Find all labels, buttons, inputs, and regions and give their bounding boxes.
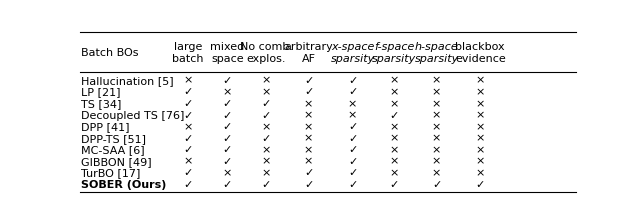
Text: ✓: ✓ — [304, 76, 314, 86]
Text: ×: × — [476, 99, 485, 109]
Text: ✓: ✓ — [390, 180, 399, 190]
Text: ✓: ✓ — [223, 157, 232, 167]
Text: ×: × — [476, 145, 485, 155]
Text: ×: × — [348, 99, 357, 109]
Text: ✓: ✓ — [304, 168, 314, 178]
Text: DPP-TS [51]: DPP-TS [51] — [81, 134, 146, 144]
Text: ×: × — [432, 99, 442, 109]
Text: ✓: ✓ — [262, 110, 271, 120]
Text: ✓: ✓ — [390, 110, 399, 120]
Text: ✓: ✓ — [223, 99, 232, 109]
Text: TurBO [17]: TurBO [17] — [81, 168, 140, 178]
Text: SOBER (Ours): SOBER (Ours) — [81, 180, 166, 190]
Text: ×: × — [184, 76, 193, 86]
Text: ×: × — [390, 99, 399, 109]
Text: ×: × — [304, 157, 314, 167]
Text: ✓: ✓ — [223, 134, 232, 144]
Text: ✓: ✓ — [348, 87, 357, 97]
Text: ×: × — [432, 76, 442, 86]
Text: ✓: ✓ — [223, 110, 232, 120]
Text: ✓: ✓ — [184, 145, 193, 155]
Text: ×: × — [476, 122, 485, 132]
Text: DPP [41]: DPP [41] — [81, 122, 129, 132]
Text: ✓: ✓ — [348, 145, 357, 155]
Text: ×: × — [304, 110, 314, 120]
Text: ✓: ✓ — [184, 168, 193, 178]
Text: ✓: ✓ — [262, 180, 271, 190]
Text: ✓: ✓ — [348, 134, 357, 144]
Text: ×: × — [262, 87, 271, 97]
Text: ×: × — [476, 76, 485, 86]
Text: No comb.
explos.: No comb. explos. — [240, 42, 292, 64]
Text: ✓: ✓ — [348, 168, 357, 178]
Text: ×: × — [432, 122, 442, 132]
Text: ✓: ✓ — [184, 99, 193, 109]
Text: ×: × — [262, 122, 271, 132]
Text: ×: × — [184, 157, 193, 167]
Text: ✓: ✓ — [476, 180, 485, 190]
Text: ×: × — [390, 157, 399, 167]
Text: ✓: ✓ — [348, 157, 357, 167]
Text: ×: × — [390, 76, 399, 86]
Text: ×: × — [432, 110, 442, 120]
Text: MC-SAA [6]: MC-SAA [6] — [81, 145, 145, 155]
Text: ✓: ✓ — [262, 99, 271, 109]
Text: ×: × — [223, 168, 232, 178]
Text: Batch BOs: Batch BOs — [81, 48, 138, 58]
Text: ✓: ✓ — [432, 180, 442, 190]
Text: h-space
sparsity: h-space sparsity — [415, 42, 459, 64]
Text: ✓: ✓ — [348, 76, 357, 86]
Text: ×: × — [304, 122, 314, 132]
Text: ×: × — [390, 87, 399, 97]
Text: ×: × — [432, 145, 442, 155]
Text: ✓: ✓ — [348, 122, 357, 132]
Text: ×: × — [432, 157, 442, 167]
Text: x-space
sparsity: x-space sparsity — [330, 42, 374, 64]
Text: ✓: ✓ — [304, 180, 314, 190]
Text: ✓: ✓ — [223, 76, 232, 86]
Text: ✓: ✓ — [184, 180, 193, 190]
Text: ✓: ✓ — [304, 87, 314, 97]
Text: ×: × — [432, 87, 442, 97]
Text: f-space
sparsity: f-space sparsity — [372, 42, 417, 64]
Text: ✓: ✓ — [262, 134, 271, 144]
Text: ×: × — [476, 168, 485, 178]
Text: ×: × — [223, 87, 232, 97]
Text: blackbox
evidence: blackbox evidence — [455, 42, 506, 64]
Text: ×: × — [476, 157, 485, 167]
Text: ×: × — [390, 122, 399, 132]
Text: ✓: ✓ — [223, 122, 232, 132]
Text: ×: × — [262, 168, 271, 178]
Text: ✓: ✓ — [223, 145, 232, 155]
Text: ×: × — [432, 168, 442, 178]
Text: ×: × — [262, 157, 271, 167]
Text: ×: × — [184, 122, 193, 132]
Text: ×: × — [390, 134, 399, 144]
Text: GIBBON [49]: GIBBON [49] — [81, 157, 152, 167]
Text: ×: × — [304, 99, 314, 109]
Text: ×: × — [304, 145, 314, 155]
Text: ×: × — [476, 87, 485, 97]
Text: LP [21]: LP [21] — [81, 87, 120, 97]
Text: ✓: ✓ — [223, 180, 232, 190]
Text: ✓: ✓ — [184, 110, 193, 120]
Text: ×: × — [390, 168, 399, 178]
Text: TS [34]: TS [34] — [81, 99, 122, 109]
Text: arbitrary
AF: arbitrary AF — [284, 42, 333, 64]
Text: ×: × — [476, 110, 485, 120]
Text: ✓: ✓ — [348, 180, 357, 190]
Text: ×: × — [476, 134, 485, 144]
Text: ✓: ✓ — [184, 134, 193, 144]
Text: Decoupled TS [76]: Decoupled TS [76] — [81, 110, 184, 120]
Text: ×: × — [304, 134, 314, 144]
Text: ✓: ✓ — [184, 87, 193, 97]
Text: Hallucination [5]: Hallucination [5] — [81, 76, 173, 86]
Text: ×: × — [390, 145, 399, 155]
Text: ×: × — [262, 145, 271, 155]
Text: large
batch: large batch — [172, 42, 204, 64]
Text: ×: × — [262, 76, 271, 86]
Text: mixed
space: mixed space — [210, 42, 244, 64]
Text: ×: × — [348, 110, 357, 120]
Text: ×: × — [432, 134, 442, 144]
